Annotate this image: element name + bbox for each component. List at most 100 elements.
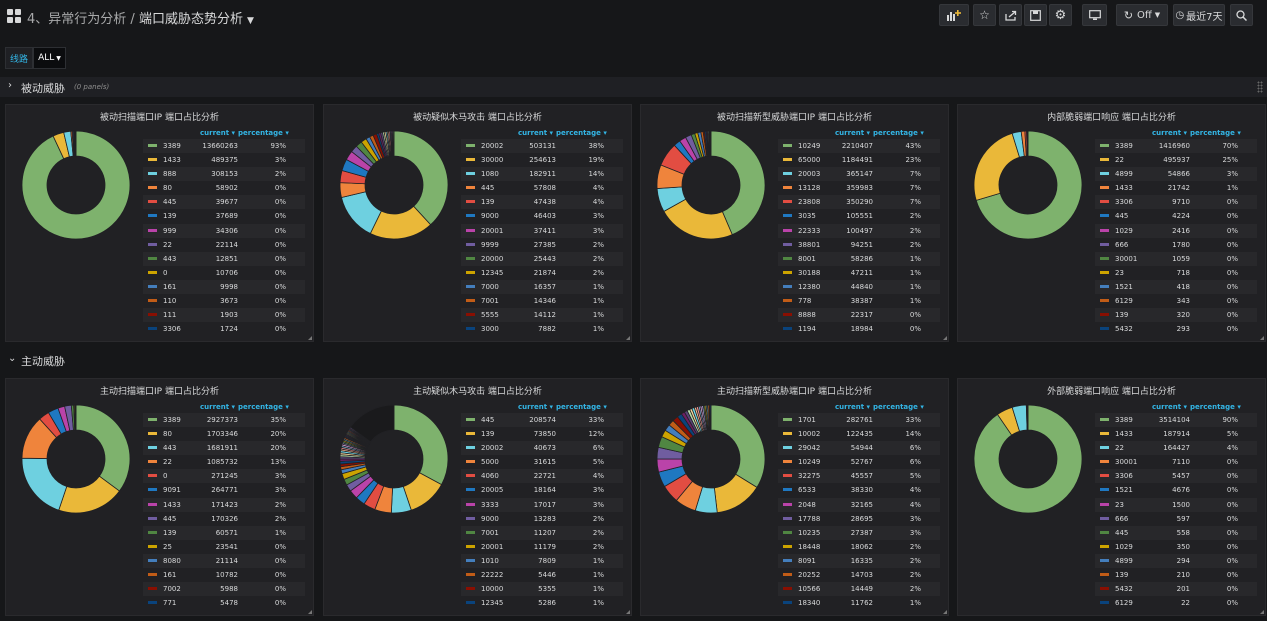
series-color-swatch[interactable] — [783, 460, 792, 464]
series-color-swatch[interactable] — [783, 299, 792, 303]
series-color-swatch[interactable] — [466, 313, 475, 317]
series-color-swatch[interactable] — [148, 446, 157, 450]
legend-row[interactable]: 7002 5988 0% — [143, 582, 305, 597]
legend-row[interactable]: 8001 58286 1% — [778, 251, 940, 266]
series-color-swatch[interactable] — [783, 200, 792, 204]
legend-row[interactable]: 666 1780 0% — [1095, 238, 1257, 252]
panel-title[interactable]: 外部脆弱端口响应 端口占比分析 — [1047, 387, 1176, 397]
legend-row[interactable]: 80 1703346 20% — [143, 427, 305, 441]
legend-row[interactable]: 161 10782 0% — [143, 568, 305, 582]
legend-row[interactable]: 18448 18062 2% — [778, 540, 940, 554]
legend-row[interactable]: 3035 105551 2% — [778, 209, 940, 223]
donut-slice[interactable] — [709, 404, 712, 431]
legend-row[interactable]: 161 9998 0% — [143, 279, 305, 295]
legend-row[interactable]: 8888 22317 0% — [778, 308, 940, 323]
panel-title[interactable]: 内部脆弱端口响应 端口占比分析 — [1047, 113, 1176, 123]
sort-current-header[interactable]: current ▾ — [518, 129, 554, 137]
series-color-swatch[interactable] — [1100, 214, 1109, 218]
legend-row[interactable]: 10235 27387 3% — [778, 525, 940, 540]
legend-row[interactable]: 9000 13283 2% — [461, 512, 623, 526]
series-color-swatch[interactable] — [783, 242, 792, 246]
series-color-swatch[interactable] — [783, 214, 792, 218]
legend-row[interactable]: 20002 40673 6% — [461, 441, 623, 456]
sort-percentage-header[interactable]: percentage ▾ — [873, 129, 924, 137]
resize-handle-icon[interactable] — [308, 610, 312, 614]
resize-handle-icon[interactable] — [1260, 610, 1264, 614]
legend-row[interactable]: 139 37689 0% — [143, 209, 305, 223]
donut-slice[interactable] — [975, 130, 1083, 240]
series-color-swatch[interactable] — [148, 284, 157, 288]
legend-row[interactable]: 1029 350 0% — [1095, 540, 1257, 554]
series-color-swatch[interactable] — [1100, 284, 1109, 288]
settings-button[interactable]: ⚙ — [1049, 4, 1072, 26]
dashboards-grid-icon[interactable] — [7, 9, 21, 23]
series-color-swatch[interactable] — [1100, 228, 1109, 232]
legend-row[interactable]: 139 210 0% — [1095, 568, 1257, 582]
legend-row[interactable]: 12345 5286 1% — [461, 596, 623, 610]
zoom-out-button[interactable] — [1230, 4, 1253, 26]
panel-title[interactable]: 主动扫描端口IP 端口占比分析 — [100, 387, 219, 397]
series-color-swatch[interactable] — [1100, 432, 1109, 436]
series-color-swatch[interactable] — [1100, 488, 1109, 492]
series-color-swatch[interactable] — [783, 327, 792, 331]
series-color-swatch[interactable] — [783, 418, 792, 421]
row-header-active[interactable]: ⌄ 主动威胁 — [0, 350, 1267, 370]
series-color-swatch[interactable] — [466, 144, 475, 147]
sort-current-header[interactable]: current ▾ — [835, 403, 871, 411]
star-button[interactable]: ☆ — [973, 4, 996, 26]
series-color-swatch[interactable] — [466, 242, 475, 246]
series-color-swatch[interactable] — [783, 530, 792, 534]
series-color-swatch[interactable] — [148, 172, 157, 176]
legend-row[interactable]: 445 208574 33% — [461, 413, 623, 428]
legend-row[interactable]: 3333 17017 3% — [461, 497, 623, 512]
series-color-swatch[interactable] — [466, 488, 475, 492]
series-color-swatch[interactable] — [1100, 516, 1109, 520]
legend-row[interactable]: 22 1085732 13% — [143, 455, 305, 469]
legend-row[interactable]: 7001 11207 2% — [461, 525, 623, 540]
series-color-swatch[interactable] — [466, 158, 475, 162]
series-color-swatch[interactable] — [783, 313, 792, 317]
legend-row[interactable]: 23 1500 0% — [1095, 497, 1257, 512]
legend-row[interactable]: 5432 293 0% — [1095, 322, 1257, 336]
donut-slice[interactable] — [392, 130, 395, 157]
legend-row[interactable]: 20001 11179 2% — [461, 540, 623, 554]
series-color-swatch[interactable] — [148, 502, 157, 506]
legend-row[interactable]: 5000 31615 5% — [461, 455, 623, 469]
refresh-picker[interactable]: ↻ Off ▼ — [1116, 4, 1168, 26]
legend-row[interactable]: 29042 54944 6% — [778, 441, 940, 456]
legend-row[interactable]: 4060 22721 4% — [461, 469, 623, 484]
donut-slice[interactable] — [349, 404, 395, 443]
legend-row[interactable]: 5432 201 0% — [1095, 582, 1257, 597]
series-color-swatch[interactable] — [466, 228, 475, 232]
legend-row[interactable]: 20001 37411 3% — [461, 223, 623, 238]
series-color-swatch[interactable] — [1100, 558, 1109, 562]
series-color-swatch[interactable] — [148, 186, 157, 190]
legend-row[interactable]: 18340 11762 1% — [778, 596, 940, 610]
legend-row[interactable]: 1701 282761 33% — [778, 413, 940, 428]
series-color-swatch[interactable] — [1100, 186, 1109, 190]
drag-handle-icon[interactable] — [1257, 81, 1263, 93]
series-color-swatch[interactable] — [783, 144, 792, 147]
legend-row[interactable]: 999 34306 0% — [143, 223, 305, 238]
legend-row[interactable]: 22333 100497 2% — [778, 223, 940, 238]
sort-percentage-header[interactable]: percentage ▾ — [873, 403, 924, 411]
legend-row[interactable]: 666 597 0% — [1095, 512, 1257, 526]
legend-row[interactable]: 30001 1059 0% — [1095, 251, 1257, 266]
legend-row[interactable]: 3000 7882 1% — [461, 322, 623, 336]
resize-handle-icon[interactable] — [626, 336, 630, 340]
sort-current-header[interactable]: current ▾ — [835, 129, 871, 137]
resize-handle-icon[interactable] — [943, 336, 947, 340]
series-color-swatch[interactable] — [783, 516, 792, 520]
legend-row[interactable]: 30001 7110 0% — [1095, 455, 1257, 469]
series-color-swatch[interactable] — [148, 200, 157, 204]
series-color-swatch[interactable] — [466, 573, 475, 577]
series-color-swatch[interactable] — [783, 270, 792, 274]
legend-row[interactable]: 4899 54866 3% — [1095, 167, 1257, 182]
legend-row[interactable]: 20003 365147 7% — [778, 167, 940, 182]
legend-row[interactable]: 0 271245 3% — [143, 469, 305, 484]
legend-row[interactable]: 20000 25443 2% — [461, 251, 623, 266]
resize-handle-icon[interactable] — [626, 610, 630, 614]
series-color-swatch[interactable] — [148, 418, 157, 421]
legend-row[interactable]: 1433 21742 1% — [1095, 181, 1257, 195]
legend-row[interactable]: 80 58902 0% — [143, 181, 305, 195]
